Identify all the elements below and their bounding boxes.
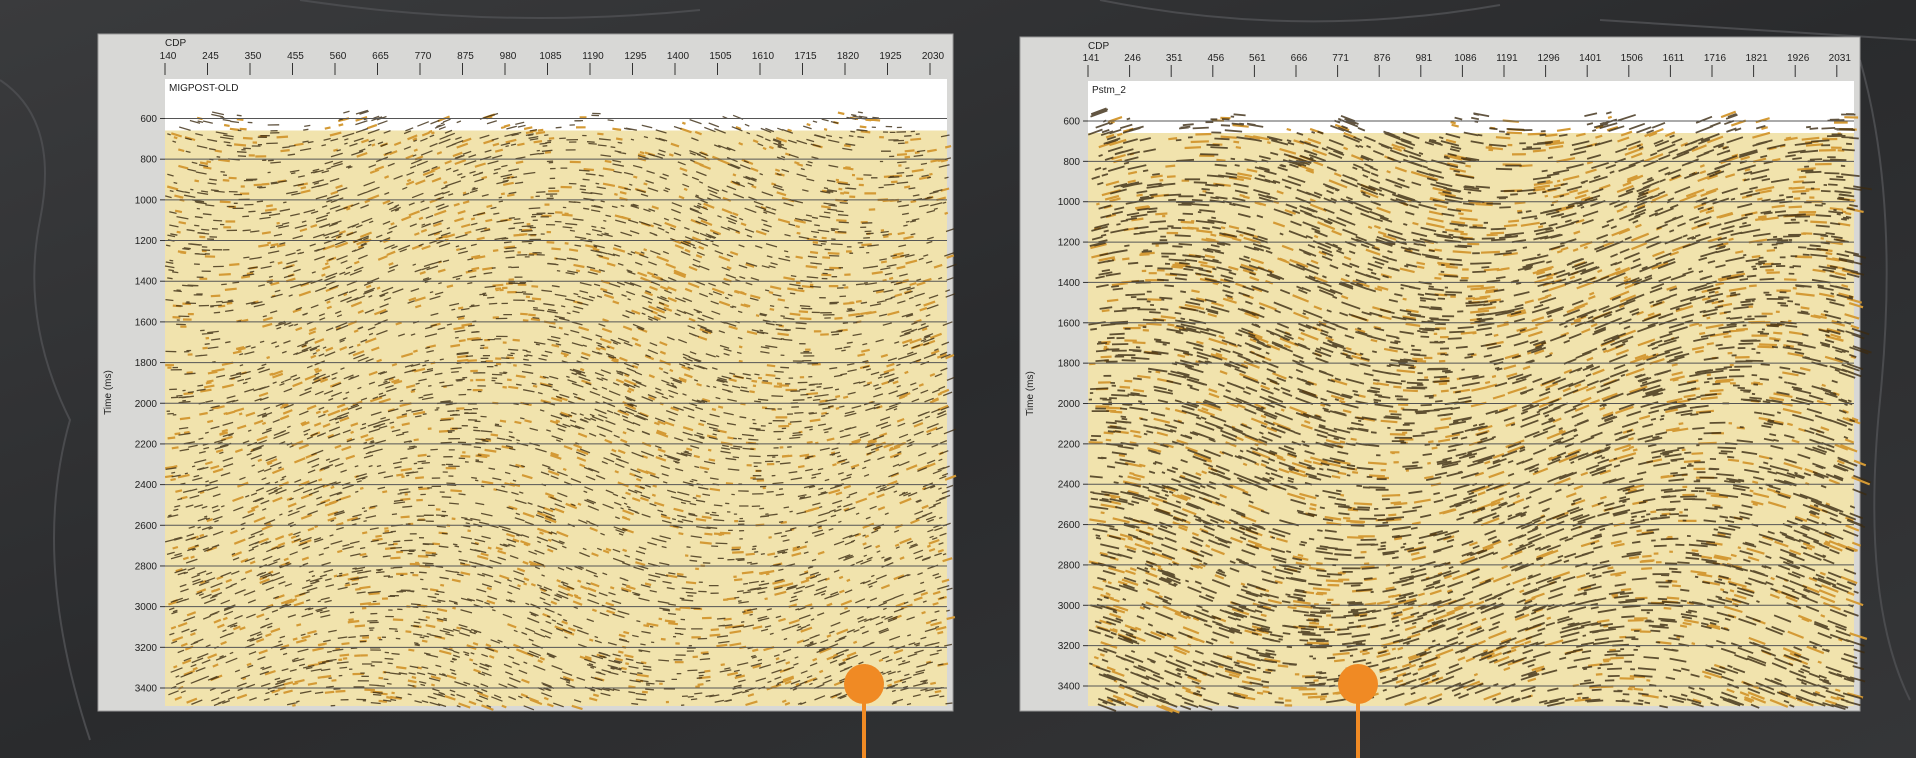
seismic-trace bbox=[164, 109, 957, 711]
x-tick-label: 2031 bbox=[1829, 53, 1852, 64]
y-tick-label: 600 bbox=[140, 114, 157, 125]
y-tick-label: 3000 bbox=[1058, 601, 1081, 612]
x-tick-label: 1401 bbox=[1579, 53, 1602, 64]
x-tick-label: 1190 bbox=[582, 51, 604, 62]
y-tick-label: 2200 bbox=[1058, 439, 1081, 450]
x-tick-label: 1085 bbox=[539, 51, 562, 62]
x-tick-label: 1821 bbox=[1745, 53, 1768, 64]
seismic-background bbox=[165, 130, 947, 706]
y-tick-label: 1200 bbox=[1058, 238, 1081, 249]
y-tick-label: 800 bbox=[1063, 157, 1080, 168]
x-tick-label: 1295 bbox=[624, 51, 647, 62]
x-tick-label: 2030 bbox=[922, 51, 945, 62]
x-tick-label: 666 bbox=[1291, 53, 1308, 64]
map-lines bbox=[0, 0, 1916, 741]
y-tick-label: 2000 bbox=[1058, 399, 1081, 410]
y-tick-label: 800 bbox=[140, 155, 157, 166]
x-tick-label: 875 bbox=[457, 51, 474, 62]
panel-title: MIGPOST-OLD bbox=[169, 83, 238, 94]
y-tick-label: 1800 bbox=[1058, 359, 1081, 370]
x-tick-label: 351 bbox=[1166, 53, 1183, 64]
x-tick-label: 1400 bbox=[667, 51, 690, 62]
y-tick-label: 1000 bbox=[135, 195, 158, 206]
marker-dot bbox=[1338, 664, 1378, 704]
y-tick-label: 3200 bbox=[1058, 641, 1081, 652]
y-axis-label: Time (ms) bbox=[1025, 371, 1036, 416]
y-tick-label: 1200 bbox=[135, 236, 158, 247]
y-tick-label: 2800 bbox=[135, 561, 158, 572]
x-tick-label: 1926 bbox=[1787, 53, 1810, 64]
x-tick-label: 141 bbox=[1083, 53, 1100, 64]
x-tick-label: 560 bbox=[330, 51, 347, 62]
x-tick-label: 1296 bbox=[1537, 53, 1560, 64]
x-tick-label: 1716 bbox=[1704, 53, 1727, 64]
panel-title: Pstm_2 bbox=[1092, 85, 1126, 96]
x-axis-label: CDP bbox=[1088, 41, 1109, 52]
y-tick-label: 3000 bbox=[135, 602, 158, 613]
y-tick-label: 600 bbox=[1063, 117, 1080, 128]
x-tick-label: 350 bbox=[245, 51, 262, 62]
x-tick-label: 980 bbox=[500, 51, 517, 62]
y-tick-label: 2800 bbox=[1058, 560, 1081, 571]
x-tick-label: 455 bbox=[287, 51, 304, 62]
seismic-panel: 600 800 1000 1200 1400 1600 1800 2000 2200 2400 26… bbox=[97, 33, 957, 712]
y-tick-label: 1400 bbox=[135, 277, 158, 288]
y-tick-label: 3400 bbox=[135, 684, 158, 695]
y-tick-label: 1600 bbox=[1058, 318, 1081, 329]
x-tick-label: 456 bbox=[1207, 53, 1224, 64]
x-tick-label: 665 bbox=[372, 51, 389, 62]
y-tick-label: 1000 bbox=[1058, 197, 1081, 208]
x-tick-label: 1610 bbox=[752, 51, 775, 62]
y-tick-label: 2400 bbox=[135, 480, 158, 491]
y-axis-label: Time (ms) bbox=[103, 370, 114, 415]
y-tick-label: 1600 bbox=[135, 317, 158, 328]
y-tick-label: 2200 bbox=[135, 439, 158, 450]
y-tick-label: 2000 bbox=[135, 399, 158, 410]
x-tick-label: 1611 bbox=[1663, 53, 1685, 64]
x-tick-label: 876 bbox=[1374, 53, 1391, 64]
y-tick-label: 2600 bbox=[135, 521, 158, 532]
x-tick-label: 1715 bbox=[794, 51, 817, 62]
y-tick-label: 3400 bbox=[1058, 682, 1081, 693]
y-tick-label: 1800 bbox=[135, 358, 158, 369]
x-tick-label: 1191 bbox=[1496, 53, 1518, 64]
x-tick-label: 1506 bbox=[1621, 53, 1644, 64]
x-tick-label: 981 bbox=[1415, 53, 1432, 64]
marker-dot bbox=[844, 664, 884, 704]
x-axis-label: CDP bbox=[165, 38, 186, 49]
x-tick-label: 1925 bbox=[879, 51, 902, 62]
x-tick-label: 140 bbox=[160, 51, 177, 62]
x-tick-label: 1820 bbox=[837, 51, 860, 62]
x-tick-label: 561 bbox=[1249, 53, 1266, 64]
y-tick-label: 2600 bbox=[1058, 520, 1081, 531]
x-tick-label: 771 bbox=[1332, 53, 1349, 64]
seismic-panel: 600 800 1000 1200 1400 1600 1800 2000 2200 2400 26… bbox=[1019, 36, 1872, 714]
x-tick-label: 770 bbox=[415, 51, 432, 62]
x-tick-label: 1505 bbox=[709, 51, 732, 62]
y-tick-label: 3200 bbox=[135, 643, 158, 654]
y-tick-label: 2400 bbox=[1058, 480, 1081, 491]
x-tick-label: 245 bbox=[202, 51, 219, 62]
y-tick-label: 1400 bbox=[1058, 278, 1081, 289]
x-tick-label: 246 bbox=[1124, 53, 1141, 64]
x-tick-label: 1086 bbox=[1454, 53, 1477, 64]
